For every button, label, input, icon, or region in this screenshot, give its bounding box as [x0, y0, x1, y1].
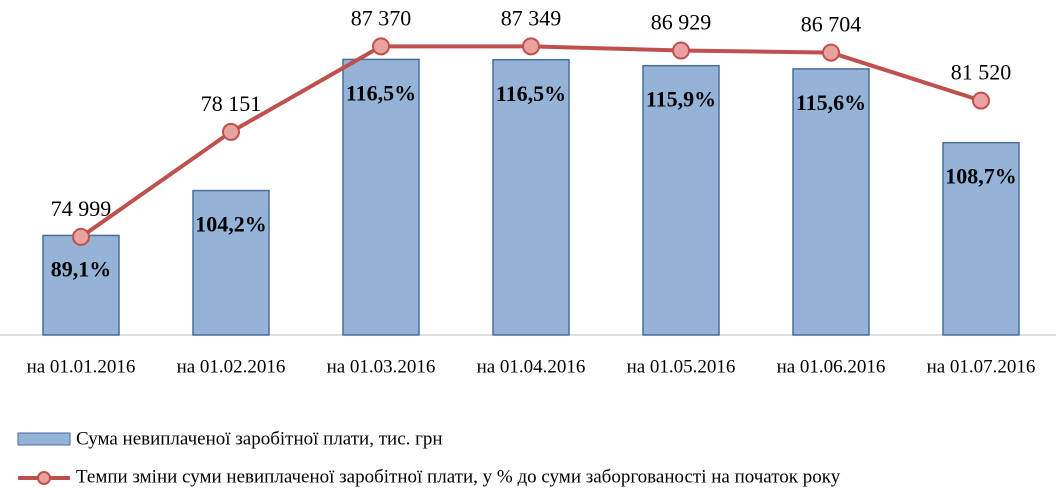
- data-label: 86 704: [801, 12, 862, 37]
- legend: Сума невиплаченої заробітної плати, тис.…: [17, 428, 841, 487]
- marker: [972, 91, 990, 110]
- bar: [42, 234, 120, 336]
- x-tick-label: на 01.06.2016: [777, 356, 886, 377]
- legend-label: Темпи зміни суми невиплаченої заробітної…: [76, 466, 841, 487]
- marker: [672, 41, 690, 60]
- bar: [642, 64, 720, 336]
- data-label: 89,1%: [51, 256, 112, 281]
- x-tick-label: на 01.03.2016: [327, 356, 436, 377]
- bar: [792, 68, 870, 336]
- bar: [492, 58, 570, 336]
- x-tick-label: на 01.02.2016: [177, 356, 286, 377]
- x-tick-label: на 01.01.2016: [27, 356, 136, 377]
- data-label: 81 520: [951, 60, 1012, 85]
- data-label: 108,7%: [945, 164, 1017, 189]
- marker: [372, 37, 390, 56]
- data-label: 104,2%: [195, 212, 267, 237]
- marker: [222, 122, 240, 141]
- data-label: 86 929: [651, 10, 712, 35]
- marker: [522, 37, 540, 56]
- data-label: 78 151: [201, 91, 262, 116]
- data-label: 74 999: [51, 196, 112, 221]
- data-label: 115,6%: [796, 90, 866, 115]
- x-tick-label: на 01.05.2016: [627, 356, 736, 377]
- data-label: 116,5%: [496, 81, 566, 106]
- bar: [192, 189, 270, 336]
- bar: [942, 141, 1020, 336]
- data-label: 87 370: [351, 5, 412, 30]
- data-label: 115,9%: [646, 87, 716, 112]
- legend-marker: [37, 471, 51, 485]
- bar: [342, 58, 420, 336]
- legend-swatch: [17, 432, 71, 446]
- x-tick-label: на 01.07.2016: [927, 356, 1036, 377]
- data-label: 87 349: [501, 5, 562, 30]
- x-tick-label: на 01.04.2016: [477, 356, 586, 377]
- marker: [822, 43, 840, 62]
- legend-label: Сума невиплаченої заробітної плати, тис.…: [76, 428, 443, 449]
- data-label: 116,5%: [346, 80, 416, 105]
- marker: [72, 227, 90, 246]
